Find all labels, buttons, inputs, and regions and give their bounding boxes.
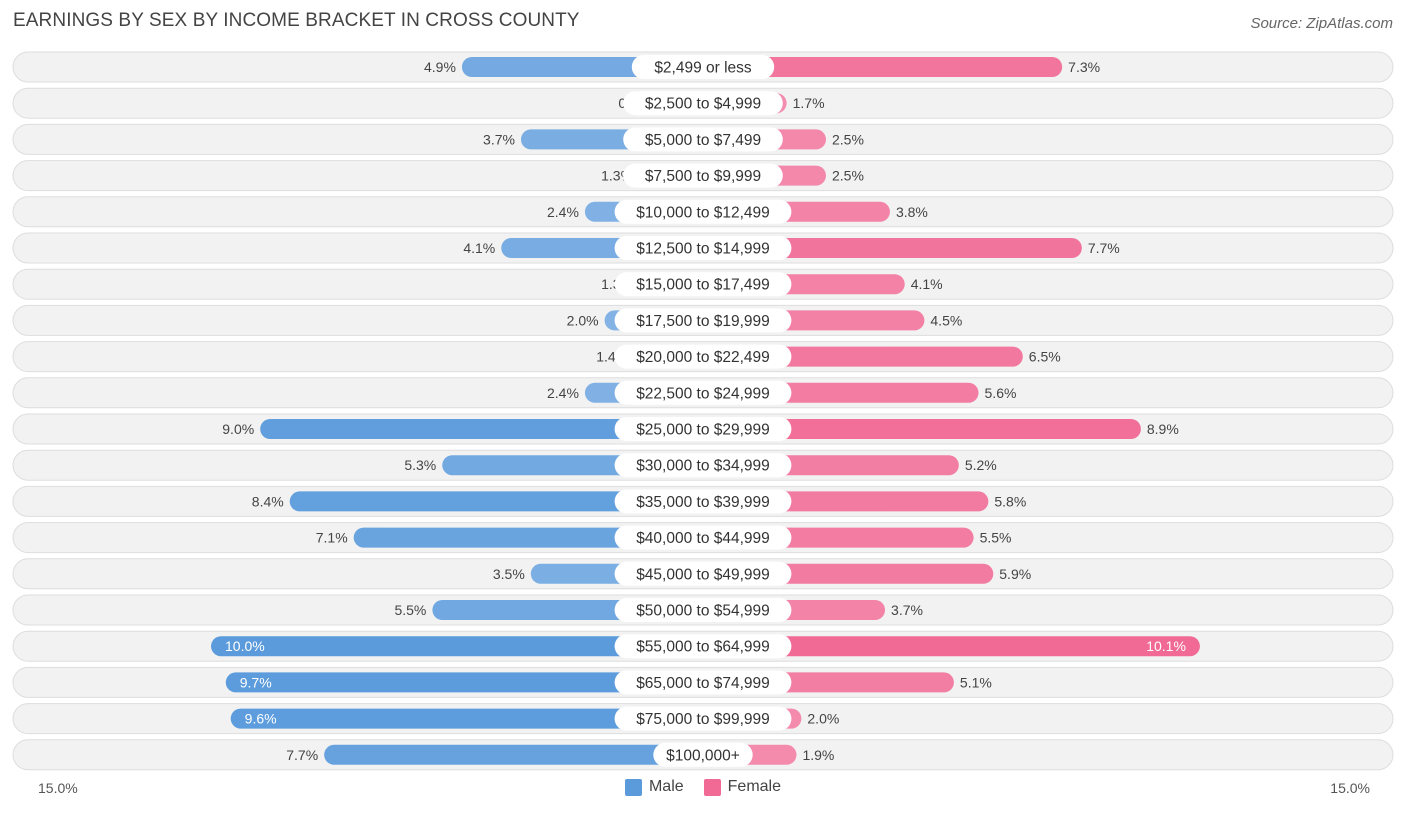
male-bar [225, 672, 703, 693]
male-value-label: 9.6% [245, 711, 277, 727]
category-label: $20,000 to $22,499 [636, 349, 770, 366]
male-value-label: 7.7% [286, 747, 318, 763]
male-value-label: 2.0% [567, 312, 599, 328]
category-label: $35,000 to $39,999 [636, 494, 770, 511]
category-label: $7,500 to $9,999 [645, 168, 761, 185]
category-pill [614, 525, 792, 550]
category-pill [614, 634, 792, 659]
legend-swatch-female [703, 778, 721, 796]
female-value-label: 5.9% [999, 566, 1031, 582]
category-pill [614, 670, 792, 695]
category-label: $2,499 or less [654, 60, 752, 77]
female-value-label: 5.8% [994, 493, 1026, 509]
category-label: $40,000 to $44,999 [636, 530, 770, 547]
category-pill [614, 199, 792, 224]
category-label: $50,000 to $54,999 [636, 603, 770, 620]
female-value-label: 6.5% [1029, 349, 1061, 365]
category-pill [614, 308, 792, 333]
category-pill [614, 706, 792, 731]
legend-item-male: Male [624, 778, 684, 796]
male-value-label: 5.3% [404, 457, 436, 473]
category-pill [623, 163, 783, 188]
male-value-label: 7.1% [316, 530, 348, 546]
male-value-label: 2.4% [547, 385, 579, 401]
female-value-label: 5.2% [965, 457, 997, 473]
female-value-label: 10.1% [1146, 638, 1186, 654]
female-value-label: 2.5% [832, 168, 864, 184]
male-value-label: 3.7% [483, 131, 515, 147]
legend-label-female: Female [727, 778, 782, 795]
female-value-label: 4.1% [911, 276, 943, 292]
category-label: $15,000 to $17,499 [636, 277, 770, 294]
category-label: $5,000 to $7,499 [645, 132, 761, 149]
axis-left-label: 15.0% [38, 780, 78, 796]
category-pill [614, 380, 792, 405]
category-label: $45,000 to $49,999 [636, 566, 770, 583]
female-value-label: 5.1% [960, 674, 992, 690]
category-label: $17,500 to $19,999 [636, 313, 770, 330]
female-value-label: 5.5% [980, 530, 1012, 546]
category-label: $2,500 to $4,999 [645, 96, 761, 113]
category-pill [614, 489, 792, 514]
male-bar [211, 636, 703, 657]
male-value-label: 5.5% [394, 602, 426, 618]
category-pill [614, 561, 792, 586]
category-pill [614, 417, 792, 441]
male-value-label: 9.7% [240, 674, 272, 690]
legend-swatch-male [624, 778, 642, 796]
chart-title: EARNINGS BY SEX BY INCOME BRACKET IN CRO… [13, 10, 580, 31]
category-label: $12,500 to $14,999 [636, 241, 770, 258]
female-value-label: 4.5% [930, 312, 962, 328]
female-value-label: 1.9% [802, 747, 834, 763]
male-bar [230, 708, 703, 729]
female-bar [703, 419, 1141, 439]
category-pill [614, 344, 792, 369]
category-label: $30,000 to $34,999 [636, 458, 770, 475]
category-pill [653, 742, 753, 767]
male-bar [260, 419, 703, 439]
category-pill [614, 598, 792, 622]
male-bar [289, 491, 703, 512]
female-value-label: 7.7% [1088, 240, 1120, 256]
male-value-label: 4.1% [463, 240, 495, 256]
category-pill [614, 453, 792, 478]
female-bar [703, 238, 1082, 258]
category-label: $55,000 to $64,999 [636, 639, 770, 656]
female-value-label: 7.3% [1068, 59, 1100, 75]
category-label: $10,000 to $12,499 [636, 204, 770, 221]
axis-right-label: 15.0% [1330, 780, 1370, 796]
female-value-label: 1.7% [793, 95, 825, 111]
female-value-label: 8.9% [1147, 421, 1179, 437]
male-value-label: 8.4% [252, 493, 284, 509]
category-label: $25,000 to $29,999 [636, 422, 770, 439]
female-value-label: 5.6% [985, 385, 1017, 401]
female-value-label: 2.0% [807, 711, 839, 727]
female-value-label: 2.5% [832, 131, 864, 147]
category-label: $100,000+ [666, 747, 740, 764]
female-bar [703, 57, 1063, 77]
category-label: $75,000 to $99,999 [636, 711, 770, 728]
legend: Male Female [0, 778, 1406, 796]
male-value-label: 9.0% [222, 421, 254, 437]
male-value-label: 4.9% [424, 59, 456, 75]
male-value-label: 3.5% [493, 566, 525, 582]
legend-item-female: Female [703, 778, 782, 796]
female-bar [703, 636, 1200, 657]
category-pill [631, 55, 775, 79]
category-pill [623, 127, 783, 152]
category-label: $22,500 to $24,999 [636, 385, 770, 402]
legend-label-male: Male [648, 778, 684, 795]
category-pill [614, 236, 792, 260]
category-label: $65,000 to $74,999 [636, 675, 770, 692]
source-credit: Source: ZipAtlas.com [1250, 15, 1393, 32]
female-value-label: 3.7% [891, 602, 923, 618]
category-pill [614, 272, 792, 297]
male-bar [324, 744, 703, 765]
category-pill [623, 91, 783, 116]
male-value-label: 10.0% [225, 638, 265, 654]
male-bar [353, 527, 703, 548]
male-value-label: 2.4% [547, 204, 579, 220]
female-value-label: 3.8% [896, 204, 928, 220]
